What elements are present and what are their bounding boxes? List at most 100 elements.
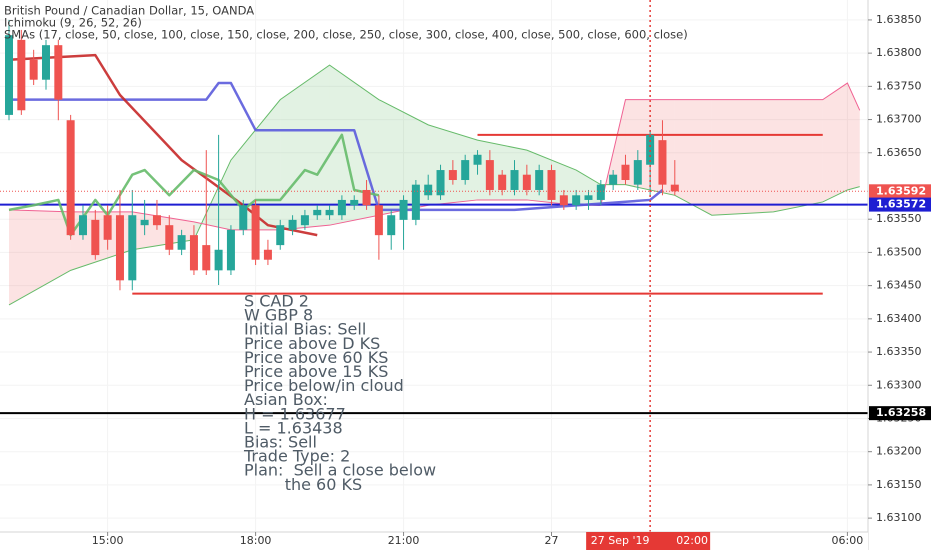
- y-tick-label: 1.63500: [876, 245, 922, 258]
- candle-body: [128, 215, 137, 281]
- candle-body: [572, 195, 581, 206]
- x-tick-label: 15:00: [92, 534, 124, 547]
- y-tick-label: 1.63850: [876, 13, 922, 26]
- candle-body: [29, 59, 38, 80]
- candle-body: [140, 219, 149, 226]
- note-line: Bias: Sell: [244, 433, 317, 452]
- crosshair-date: 27 Sep '19: [591, 534, 650, 547]
- candle-body: [41, 45, 50, 80]
- y-tick-label: 1.63750: [876, 79, 922, 92]
- candle-body: [522, 174, 531, 190]
- candle-body: [547, 170, 556, 200]
- candle-body: [239, 205, 248, 230]
- note-line: W GBP 8: [244, 306, 313, 325]
- candle-body: [337, 199, 346, 216]
- y-tick-label: 1.63200: [876, 445, 922, 458]
- candle-body: [510, 170, 519, 190]
- indicator-line: [9, 81, 664, 212]
- cloud-fill: [9, 209, 71, 305]
- cloud-fill: [674, 99, 712, 216]
- crosshair-label-box: [586, 532, 711, 550]
- cloud-fill: [822, 83, 848, 202]
- plot-area: [0, 0, 868, 532]
- candle-body: [584, 195, 593, 200]
- candle-body: [202, 245, 211, 271]
- candle-body: [313, 209, 322, 216]
- x-tick-label: 27: [545, 534, 559, 547]
- y-tick-label: 1.63450: [876, 279, 922, 292]
- crosshair-time: 02:00: [676, 534, 708, 547]
- note-line: Price above D KS: [244, 334, 380, 353]
- candle-body: [559, 195, 568, 206]
- candle-body: [399, 199, 408, 220]
- price-label-box: [869, 406, 931, 421]
- price-label: 1.63592: [876, 184, 926, 197]
- candle-body: [485, 160, 494, 190]
- candle-body: [300, 215, 309, 226]
- candle-body: [461, 160, 470, 181]
- candle-body: [374, 205, 383, 236]
- y-tick-label: 1.63650: [876, 146, 922, 159]
- note-line: Initial Bias: Sell: [244, 320, 366, 339]
- candle-body: [633, 160, 642, 185]
- candle-body: [288, 219, 297, 230]
- candle-body: [165, 225, 174, 250]
- note-line: H = 1.63677: [244, 404, 346, 423]
- candle-body: [411, 184, 420, 220]
- candle-body: [177, 235, 186, 250]
- candle-body: [226, 229, 235, 271]
- chart-title: British Pound / Canadian Dollar, 15, OAN…: [4, 4, 254, 18]
- y-tick-label: 1.63100: [876, 511, 922, 524]
- note-line: L = 1.63438: [244, 418, 343, 437]
- y-tick-label: 1.63800: [876, 46, 922, 59]
- cloud-span: [8, 82, 861, 231]
- candle-body: [66, 120, 75, 236]
- indicator-legend: Ichimoku (9, 26, 52, 26): [4, 16, 142, 30]
- candle-body: [646, 134, 655, 165]
- y-tick-label: 1.63550: [876, 212, 922, 225]
- candle-body: [498, 174, 507, 190]
- candle-body: [621, 164, 630, 181]
- price-label: 1.63572: [876, 198, 926, 211]
- time-axis: [0, 532, 868, 550]
- note-line: S CAD 2: [244, 292, 309, 311]
- candle-body: [350, 199, 359, 206]
- cloud-fill: [230, 99, 281, 230]
- note-line: Asian Box:: [244, 390, 328, 409]
- candle-body: [387, 215, 396, 236]
- note-line: Trade Type: 2: [243, 447, 350, 466]
- candle-body: [596, 184, 605, 200]
- x-tick-label: 18:00: [240, 534, 272, 547]
- candle-body: [424, 184, 433, 196]
- y-tick-label: 1.63700: [876, 113, 922, 126]
- candle-body: [17, 39, 26, 111]
- candle-body: [325, 209, 334, 216]
- candle-body: [115, 215, 124, 281]
- indicator-line: [8, 53, 318, 237]
- price-label: 1.63258: [876, 406, 926, 419]
- y-tick-label: 1.63350: [876, 345, 922, 358]
- candle-body: [152, 215, 161, 226]
- candle-body: [214, 249, 223, 271]
- candle-body: [103, 215, 112, 240]
- cloud-fill: [773, 99, 823, 212]
- x-tick-label: 21:00: [388, 534, 420, 547]
- candle-body: [535, 170, 544, 190]
- note-line: Price above 60 KS: [244, 348, 388, 367]
- candle-body: [658, 140, 667, 185]
- note-line: Price below/in cloud: [244, 376, 404, 395]
- cloud-fill: [711, 99, 774, 216]
- note-line: the 60 KS: [244, 475, 362, 494]
- price-label-box: [869, 197, 931, 212]
- x-tick-label: 06:00: [832, 534, 864, 547]
- note-line: Plan: Sell a close below: [244, 461, 436, 480]
- y-tick-label: 1.63150: [876, 478, 922, 491]
- note-line: Price above 15 KS: [244, 362, 388, 381]
- candle-body: [609, 174, 618, 185]
- candle-body: [473, 154, 482, 165]
- cloud-fill: [576, 170, 601, 206]
